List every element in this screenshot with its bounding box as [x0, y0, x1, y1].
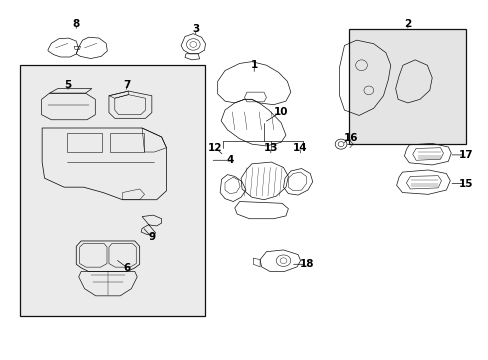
- Text: 13: 13: [263, 143, 278, 153]
- Text: 3: 3: [192, 24, 199, 35]
- Text: 4: 4: [226, 155, 233, 165]
- Text: 8: 8: [73, 19, 80, 29]
- Text: 17: 17: [458, 150, 473, 160]
- Text: 10: 10: [273, 107, 288, 117]
- Text: 5: 5: [64, 80, 71, 90]
- Bar: [66, 134, 102, 152]
- Text: 6: 6: [123, 263, 131, 273]
- Bar: [20, 65, 205, 316]
- Text: 1: 1: [250, 60, 257, 70]
- Text: 7: 7: [122, 80, 130, 90]
- Text: 9: 9: [148, 232, 155, 242]
- Text: 16: 16: [343, 133, 357, 143]
- Text: 12: 12: [207, 143, 222, 153]
- Text: 2: 2: [404, 19, 410, 29]
- Bar: [348, 30, 466, 144]
- Text: 18: 18: [299, 259, 313, 269]
- Text: 14: 14: [293, 143, 307, 153]
- Text: 15: 15: [458, 179, 473, 189]
- Bar: [110, 134, 143, 152]
